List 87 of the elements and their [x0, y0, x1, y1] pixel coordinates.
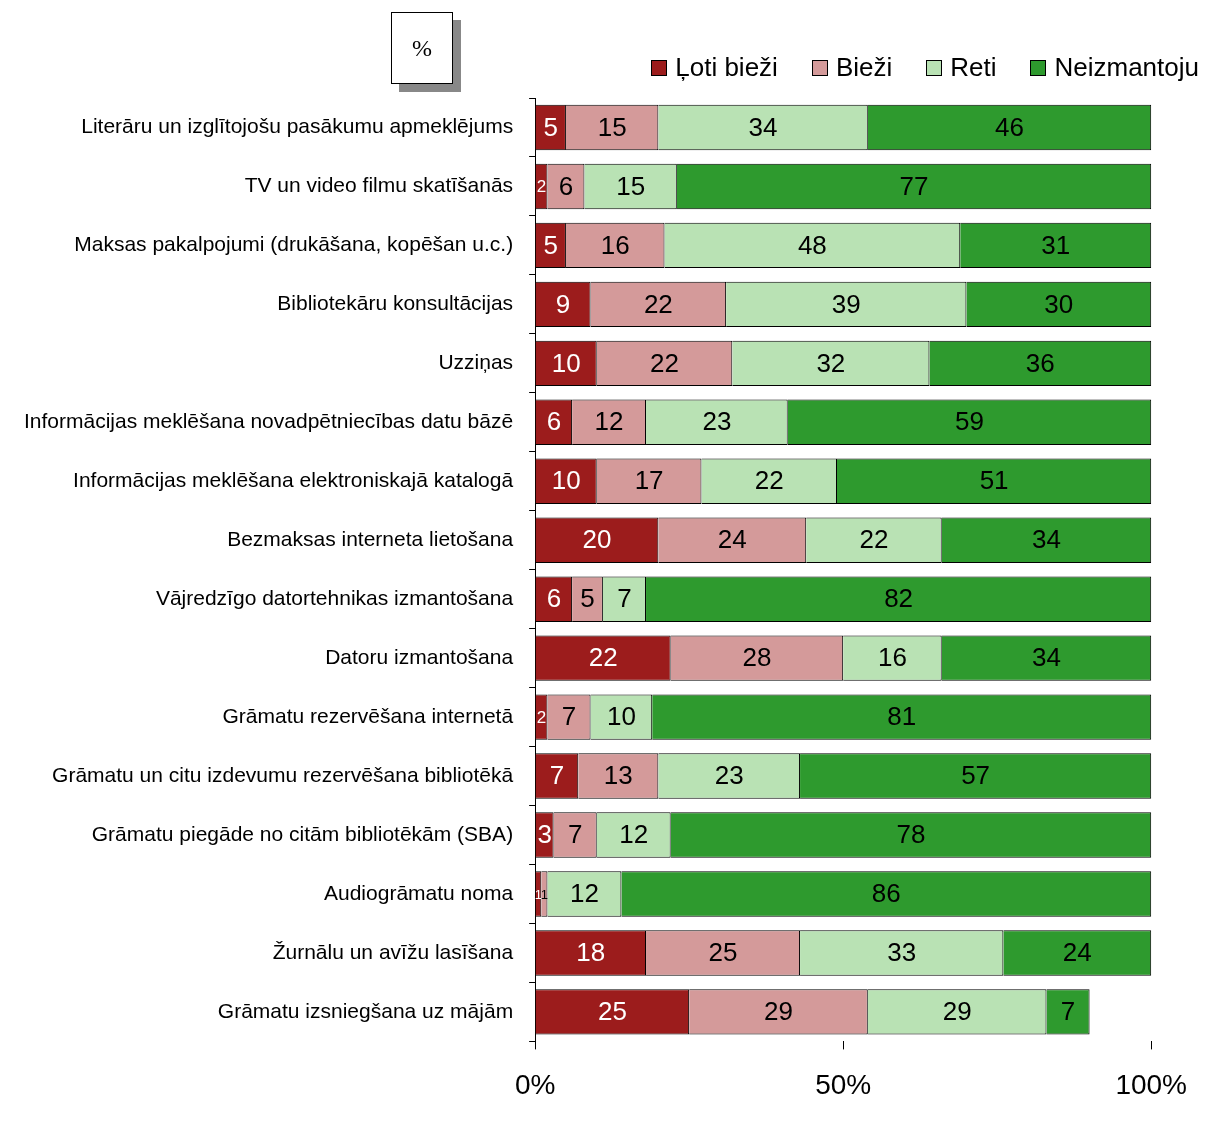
data-label: 12: [594, 406, 624, 437]
y-tick-label: Grāmatu piegāde no citām bibliotēkām (SBA): [91, 821, 514, 845]
y-tick-label: Audiogrāmatu noma: [324, 880, 514, 904]
data-label: 23: [714, 760, 744, 791]
data-label: 86: [871, 878, 901, 909]
data-label: 39: [831, 288, 861, 319]
data-label: 82: [884, 583, 914, 614]
y-tick-label: Grāmatu un citu izdevumu rezervēšana bibliotēkā: [52, 762, 514, 786]
data-label: 22: [754, 465, 784, 496]
data-label: 33: [887, 937, 917, 968]
y-tick-label: Literāru un izglītojošu pasākumu apmeklējums: [81, 114, 514, 138]
data-label: 18: [576, 937, 606, 968]
data-label: 12: [569, 878, 599, 909]
y-tick-label: Bibliotekāru konsultācijas: [277, 291, 514, 315]
data-label: 78: [896, 819, 926, 850]
data-label: 13: [603, 760, 633, 791]
data-label: 5: [543, 229, 559, 260]
data-label: 77: [899, 170, 929, 201]
legend-label: Bieži: [835, 52, 893, 83]
data-label: 6: [546, 406, 562, 437]
y-tick-label: Uzziņas: [438, 350, 514, 374]
data-label: 59: [954, 406, 984, 437]
data-label: 16: [600, 229, 630, 260]
legend-label: Reti: [950, 52, 997, 83]
data-label: 48: [797, 229, 827, 260]
data-label: 6: [546, 583, 562, 614]
data-label: 6: [558, 170, 574, 201]
data-label: 1: [540, 886, 548, 902]
data-label: 20: [582, 524, 612, 555]
y-tick-label: Maksas pakalpojumi (drukāšana, kopēšan u.c.): [74, 232, 514, 256]
data-label: 51: [979, 465, 1009, 496]
data-label: 5: [580, 583, 595, 614]
data-label: 34: [748, 111, 778, 142]
data-label: 29: [942, 996, 972, 1027]
y-tick-label: Bezmaksas interneta lietošana: [227, 527, 514, 551]
data-label: 28: [742, 642, 772, 673]
y-tick-label: Informācijas meklēšana novadpētniecības datu bāzē: [23, 409, 514, 433]
data-label: 16: [877, 642, 907, 673]
data-label: 15: [616, 170, 646, 201]
data-label: 24: [1062, 937, 1092, 968]
data-label: 34: [1032, 642, 1061, 673]
x-tick-label: 50%: [815, 1068, 872, 1100]
data-label: 10: [551, 465, 581, 496]
data-label: 46: [995, 111, 1024, 142]
y-tick-label: TV un video filmu skatīšanās: [244, 173, 514, 197]
data-label: 3: [537, 819, 552, 850]
y-tick-label: Grāmatu rezervēšana internetā: [222, 703, 514, 727]
y-tick-label: Grāmatu izsniegšana uz mājām: [217, 998, 514, 1022]
data-label: 7: [1060, 996, 1076, 1027]
data-label: 24: [717, 524, 747, 555]
data-label: 2: [536, 707, 547, 727]
y-tick-label: Vājredzīgo datortehnikas izmantošana: [155, 585, 514, 609]
text: %: [391, 12, 453, 84]
legend-label: Ļoti bieži: [675, 52, 778, 83]
data-label: 2: [536, 177, 547, 197]
series-label: Neizmantoju: [1054, 52, 1199, 83]
data-label: 10: [551, 347, 581, 378]
data-label: 10: [606, 701, 636, 732]
data-label: 23: [702, 406, 732, 437]
data-label: 57: [961, 760, 991, 791]
y-tick-label: Informācijas meklēšana elektroniskajā katalogā: [73, 468, 514, 492]
data-label: 5: [543, 111, 559, 142]
data-label: 22: [650, 347, 679, 378]
y-tick-label: Datoru izmantošana: [325, 644, 514, 668]
x-tick-label: 100%: [1115, 1068, 1188, 1100]
data-label: 32: [816, 347, 846, 378]
data-label: 15: [597, 111, 627, 142]
data-label: 17: [634, 465, 664, 496]
data-label: 81: [887, 701, 917, 732]
x-tick-label: 0%: [514, 1068, 556, 1100]
data-label: 7: [561, 701, 577, 732]
data-label: 25: [597, 996, 627, 1027]
data-label: 34: [1032, 524, 1061, 555]
data-label: 7: [549, 760, 565, 791]
y-tick-label: Žurnālu un avīžu lasīšana: [272, 939, 514, 963]
data-label: 36: [1025, 347, 1055, 378]
data-label: 7: [567, 819, 583, 850]
data-label: 25: [708, 937, 738, 968]
data-label: 7: [617, 583, 632, 614]
data-label: 22: [643, 288, 673, 319]
data-label: 22: [859, 524, 889, 555]
data-label: 9: [555, 288, 571, 319]
data-label: 29: [764, 996, 793, 1027]
data-label: 30: [1044, 288, 1074, 319]
data-label: 22: [588, 642, 618, 673]
data-label: 12: [619, 819, 649, 850]
data-label: 31: [1041, 229, 1071, 260]
